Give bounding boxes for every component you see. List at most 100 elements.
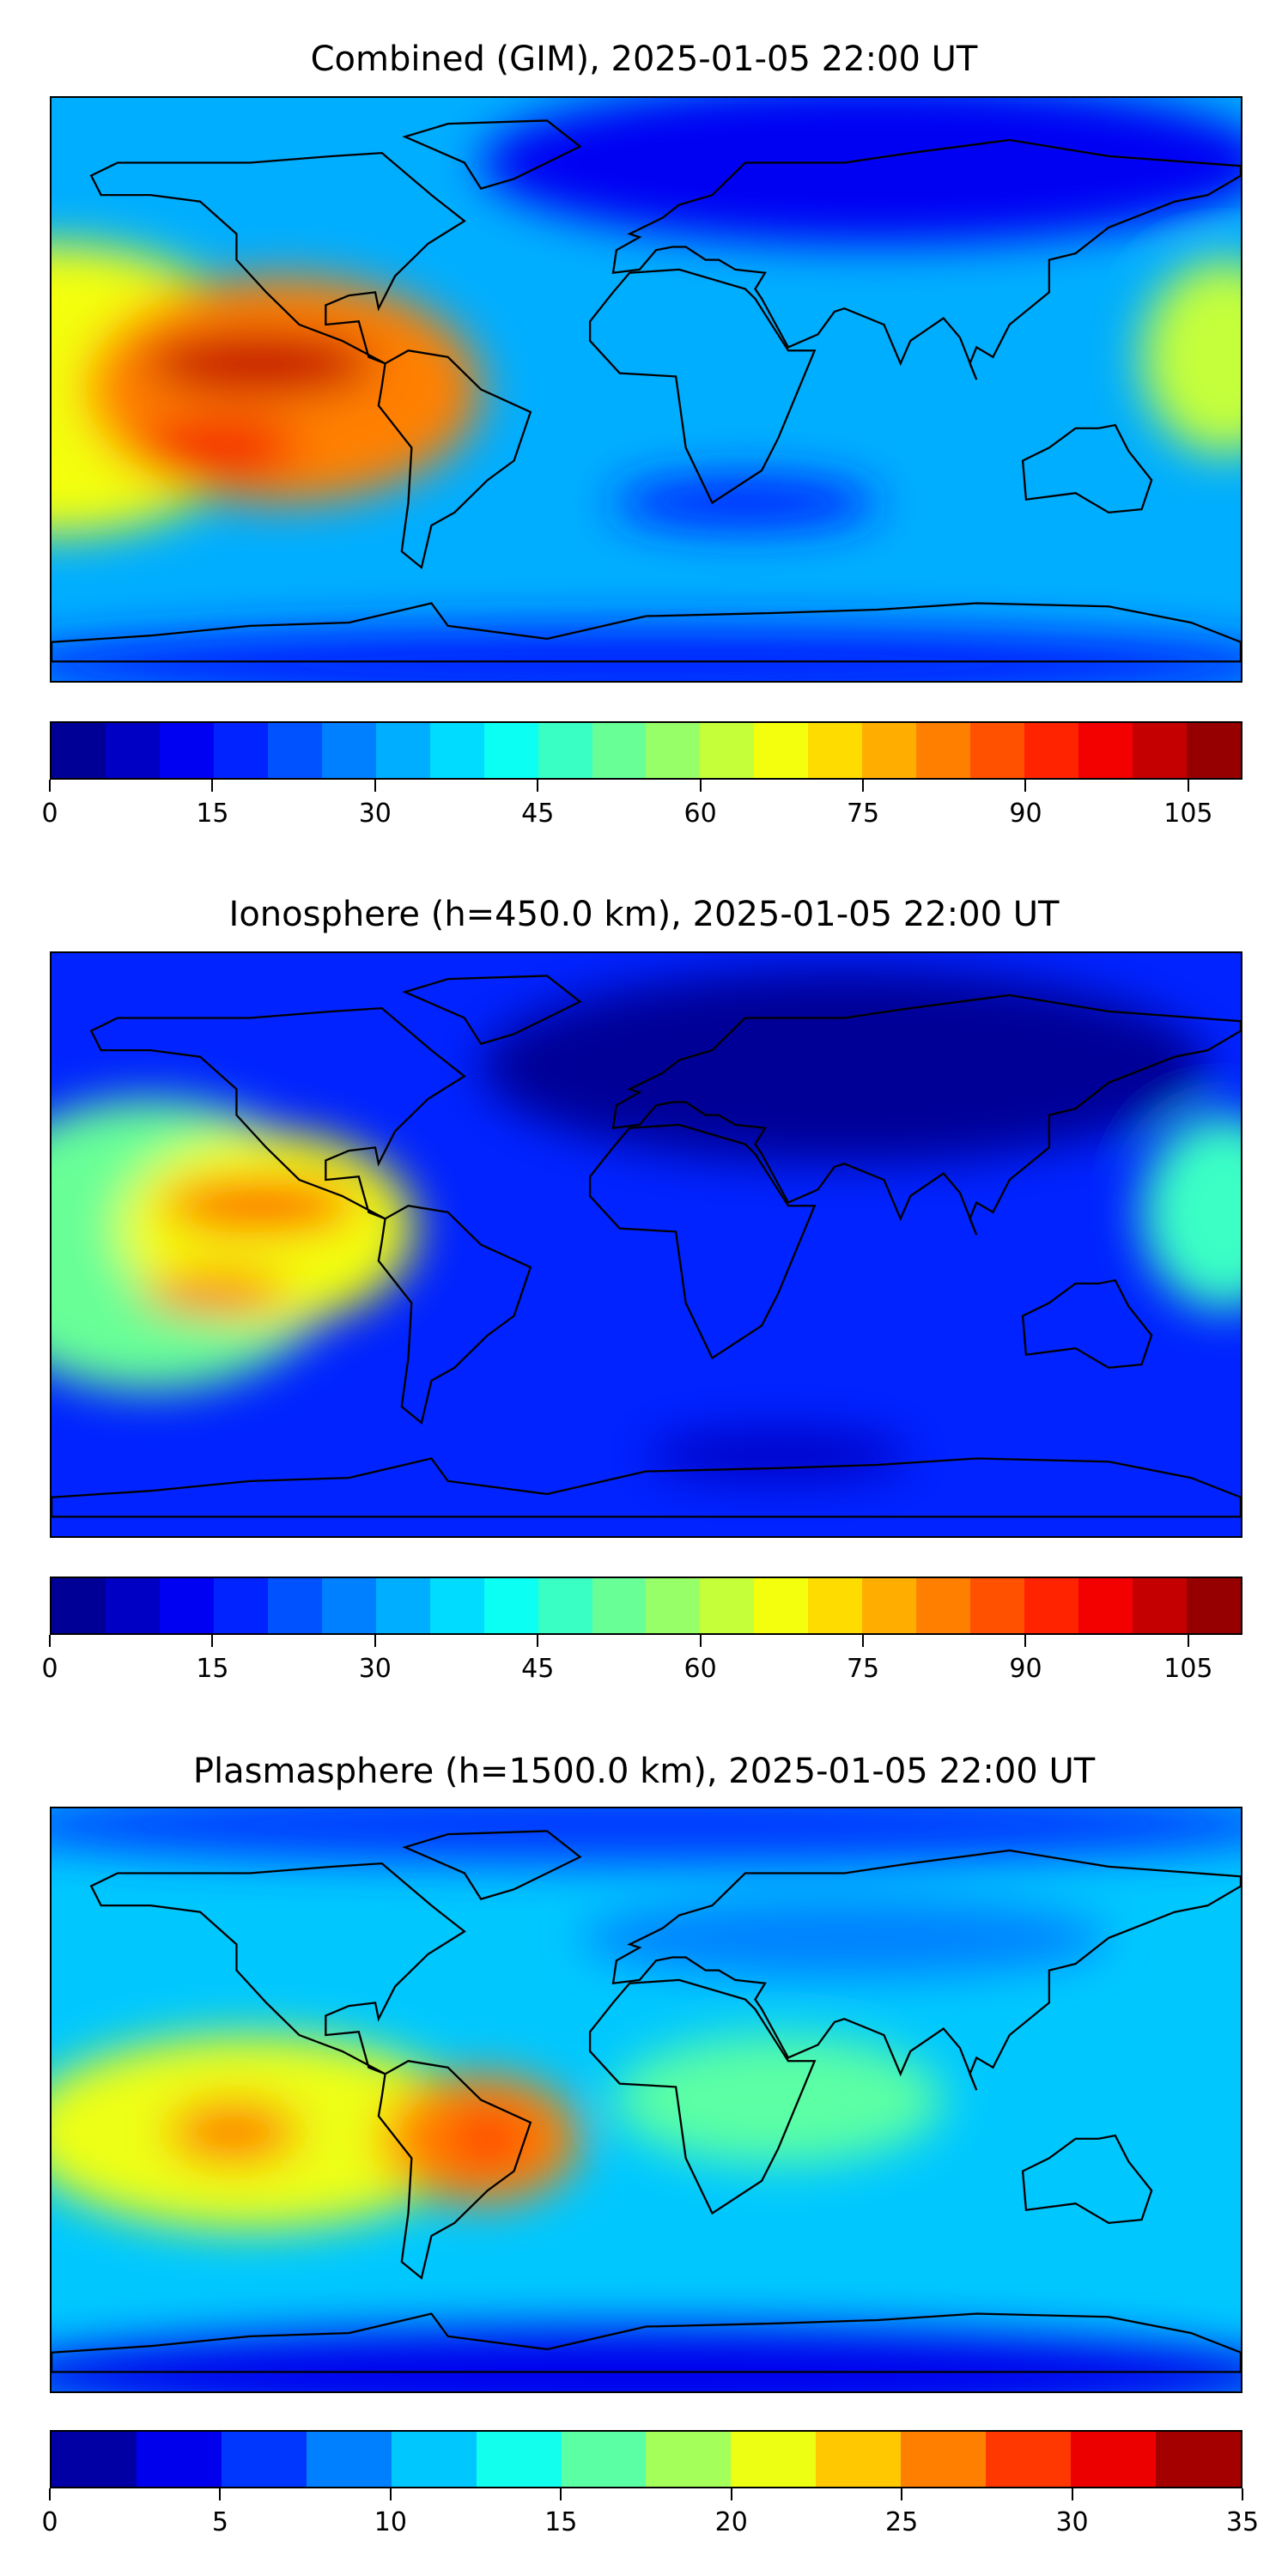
colorbar-segment xyxy=(592,1578,647,1633)
colorbar-tick-label: 45 xyxy=(521,799,555,829)
coastline-africa xyxy=(588,1123,817,1360)
plasmasphere-colorbar xyxy=(50,2430,1242,2488)
coastline-south-america xyxy=(377,1205,532,1425)
colorbar-tick-label: 30 xyxy=(358,1654,392,1684)
tec-contour-region xyxy=(646,1429,911,1481)
colorbar-segment xyxy=(646,2432,732,2487)
coastline-australia xyxy=(1021,2134,1153,2225)
colorbar-tick-label: 0 xyxy=(41,799,58,829)
colorbar-segment xyxy=(646,723,701,778)
colorbar-tick-mark xyxy=(1187,780,1189,792)
colorbar-tick-mark xyxy=(699,1635,702,1647)
colorbar-tick-mark xyxy=(211,1635,214,1647)
colorbar-tick-label: 60 xyxy=(683,799,717,829)
colorbar-tick-mark xyxy=(211,780,214,792)
colorbar-segment xyxy=(306,2432,392,2487)
coastline-eurasia xyxy=(611,1849,1241,2091)
colorbar-segment xyxy=(375,1578,430,1633)
tec-contour-region xyxy=(1141,1115,1241,1309)
ionosphere-colorbar xyxy=(50,1577,1242,1635)
colorbar-segment xyxy=(808,1578,863,1633)
colorbar-tick-mark xyxy=(389,2488,392,2500)
colorbar-segment xyxy=(700,1578,755,1633)
colorbar-tick-label: 75 xyxy=(846,1654,880,1684)
colorbar-segment xyxy=(52,723,106,778)
colorbar-segment xyxy=(862,723,917,778)
tec-contour-region xyxy=(52,625,1241,681)
colorbar-tick-mark xyxy=(1242,2488,1243,2500)
colorbar-segment xyxy=(429,1578,484,1633)
tec-contour-region xyxy=(52,1808,1241,1864)
colorbar-segment xyxy=(105,1578,160,1633)
colorbar-tick-mark xyxy=(49,780,51,792)
colorbar-tick-label: 75 xyxy=(846,799,880,829)
colorbar-segment xyxy=(1071,2432,1156,2487)
tec-contour-region xyxy=(613,477,878,529)
colorbar-tick-label: 105 xyxy=(1163,1654,1213,1684)
colorbar-tick-mark xyxy=(374,780,376,792)
colorbar-segment xyxy=(592,723,647,778)
colorbar-segment xyxy=(221,2432,307,2487)
colorbar-tick-label: 10 xyxy=(374,2507,407,2537)
coastline-africa xyxy=(588,1978,817,2215)
colorbar-segment xyxy=(862,1578,917,1633)
tec-contour-region xyxy=(160,1180,359,1232)
coastline-australia xyxy=(1021,423,1153,514)
plasmasphere-map-title: Plasmasphere (h=1500.0 km), 2025-01-05 2… xyxy=(192,1752,1096,1791)
tec-contour-region xyxy=(481,969,1208,1164)
colorbar-tick-label: 30 xyxy=(1055,2507,1089,2537)
coastline-greenland xyxy=(402,1830,582,1900)
colorbar-segment xyxy=(816,2432,902,2487)
colorbar-segment xyxy=(1187,723,1241,778)
tec-contour-region xyxy=(167,2099,300,2165)
coastline-antarctica xyxy=(52,602,1241,663)
colorbar-segment xyxy=(731,2432,817,2487)
colorbar-segment xyxy=(700,723,755,778)
colorbar-segment xyxy=(754,1578,809,1633)
colorbar-segment xyxy=(1155,2432,1241,2487)
colorbar-tick-mark xyxy=(862,780,865,792)
colorbar-segment xyxy=(561,2432,647,2487)
colorbar-segment xyxy=(429,723,484,778)
colorbar-segment xyxy=(213,723,268,778)
colorbar-segment xyxy=(267,1578,322,1633)
colorbar-segment xyxy=(159,723,214,778)
colorbar-tick-label: 0 xyxy=(41,1654,58,1684)
colorbar-segment xyxy=(476,2432,562,2487)
colorbar-segment xyxy=(1133,1578,1188,1633)
colorbar-tick-label: 25 xyxy=(885,2507,919,2537)
colorbar-tick-mark xyxy=(901,2488,903,2500)
coastline-north-america xyxy=(89,1006,466,1220)
colorbar-segment xyxy=(538,1578,592,1633)
colorbar-segment xyxy=(321,1578,376,1633)
colorbar-segment xyxy=(105,723,160,778)
combined-colorbar-ticks: 0 15 30 45 60 75 90 105 xyxy=(41,780,1242,831)
colorbar-tick-mark xyxy=(1024,780,1027,792)
colorbar-segment xyxy=(483,723,538,778)
tec-contour-region xyxy=(143,1270,289,1316)
coastline-north-america xyxy=(89,1862,466,2075)
colorbar-tick-label: 15 xyxy=(544,2507,578,2537)
colorbar-tick-mark xyxy=(537,1635,539,1647)
colorbar-segment xyxy=(901,2432,987,2487)
coastline-greenland xyxy=(402,119,582,190)
colorbar-tick-mark xyxy=(1187,1635,1189,1647)
colorbar-segment xyxy=(391,2432,477,2487)
combined-tec-map xyxy=(50,96,1242,683)
colorbar-segment xyxy=(321,723,376,778)
colorbar-segment xyxy=(1133,723,1188,778)
coastline-africa xyxy=(588,268,817,505)
coastline-australia xyxy=(1021,1279,1153,1370)
colorbar-tick-mark xyxy=(560,2488,562,2500)
combined-colorbar xyxy=(50,721,1242,780)
colorbar-segment xyxy=(970,723,1025,778)
tec-contour-region xyxy=(143,331,376,397)
plasmasphere-colorbar-ticks: 0 5 10 15 20 25 30 35 xyxy=(41,2488,1259,2540)
colorbar-segment xyxy=(970,1578,1025,1633)
colorbar-tick-label: 15 xyxy=(196,1654,229,1684)
colorbar-segment xyxy=(1078,723,1133,778)
colorbar-segment xyxy=(136,2432,222,2487)
tec-contour-region xyxy=(447,2112,527,2165)
colorbar-tick-label: 5 xyxy=(211,2507,228,2537)
colorbar-tick-label: 60 xyxy=(683,1654,717,1684)
